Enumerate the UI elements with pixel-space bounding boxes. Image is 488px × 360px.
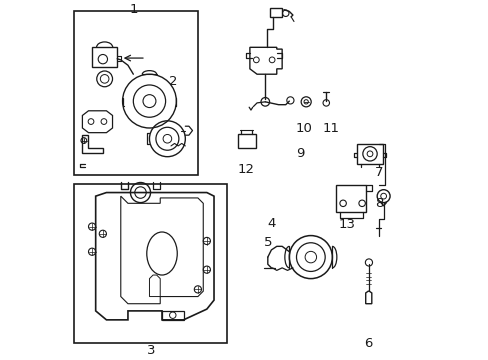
Text: 12: 12 xyxy=(237,163,254,176)
Text: 4: 4 xyxy=(266,216,275,230)
Text: 5: 5 xyxy=(263,236,271,249)
Bar xyxy=(74,12,198,175)
Bar xyxy=(357,144,382,164)
Bar xyxy=(238,134,255,148)
Text: 9: 9 xyxy=(295,147,304,159)
Bar xyxy=(269,8,282,17)
Text: 11: 11 xyxy=(322,122,338,135)
Text: 10: 10 xyxy=(295,122,311,135)
Text: 8: 8 xyxy=(374,197,383,210)
Text: 3: 3 xyxy=(147,344,155,357)
Text: 13: 13 xyxy=(338,218,354,231)
Bar xyxy=(92,47,117,67)
Text: 7: 7 xyxy=(374,166,383,179)
Text: 2: 2 xyxy=(168,75,177,88)
Bar xyxy=(335,185,366,212)
Text: 6: 6 xyxy=(363,337,372,350)
Text: 1: 1 xyxy=(129,3,137,16)
Bar xyxy=(74,184,226,343)
